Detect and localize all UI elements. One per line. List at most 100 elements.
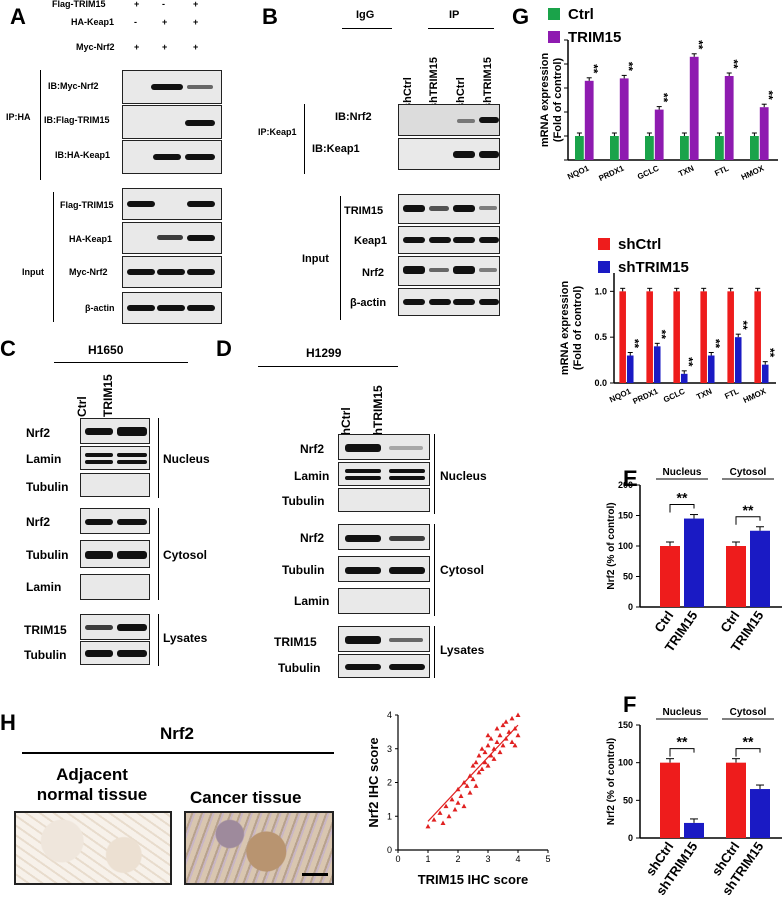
scatter-point [479,766,485,771]
blot-label: IB:Myc-Nrf2 [48,81,99,91]
scatter-point [467,790,473,795]
y-axis-label: Nrf2 IHC score [366,737,381,827]
blot-tubulin-nucleus [80,473,150,497]
condition-label: Myc-Nrf2 [76,42,115,52]
x-tick-label: 2 [455,854,460,864]
blot-label: Tubulin [26,480,69,494]
scatter-point [509,739,515,744]
bar [750,136,759,160]
blot-tubulin-cytosol [338,556,430,582]
blot-label: Keap1 [354,235,388,247]
blot-tubulin-lysates [80,641,150,665]
y-axis-label: (Fold of control) [572,286,584,371]
blot-nrf2-nucleus [338,434,430,460]
blot-label: HA-Keap1 [69,234,113,244]
significance-label: ** [628,339,642,349]
bar [759,107,769,160]
bar [680,373,688,383]
fit-line [427,724,519,822]
blot-label: IB:Flag-TRIM15 [44,115,110,125]
x-tick-label: TXN [677,164,696,179]
bar [584,80,594,160]
image-normal-tissue [14,811,172,885]
fraction-label: Lysates [440,643,485,657]
significance-label: ** [657,93,671,103]
scatter-point [500,722,506,728]
x-tick-label: HMOX [740,163,766,182]
blot-flag-trim15-ip [122,105,222,139]
bar [575,136,584,160]
blot-myc-nrf2-input [122,256,222,288]
blot-lamin-nucleus [80,446,150,470]
scatter-point [509,715,515,721]
y-tick-label: 0 [628,833,633,843]
bar [619,291,626,383]
cell-line-label: H1650 [88,343,124,357]
image-cancer-tissue [184,811,334,885]
scatter-point [482,759,488,765]
bar [700,291,707,383]
panel-label-b: B [262,4,278,29]
scatter-point [488,736,494,741]
blot-label: Lamin [294,594,330,608]
legend-swatch [548,8,560,20]
bar [754,291,761,383]
bar [726,762,746,838]
scatter-point [497,732,503,738]
blot-label: Nrf2 [26,426,51,440]
bar [750,530,770,607]
legend-label: shCtrl [618,236,661,253]
y-tick-label: 2 [387,778,392,788]
significance-label: ** [677,734,688,750]
x-tick-label: 5 [545,854,550,864]
scatter-point [431,817,437,822]
y-axis-label: Nrf2 (% of control) [606,502,617,589]
ip-group-label: IP:HA [6,112,31,122]
blot-label: Tubulin [282,494,325,508]
scatter-point [473,759,479,765]
blot-lamin-cytosol [80,574,150,600]
panel-label-a: A [10,4,26,29]
scatter-point [440,820,446,825]
blot-tubulin-nucleus [338,488,430,512]
bar [645,136,654,160]
scatter-point [515,712,521,717]
bar [660,546,680,607]
scatter-point [485,742,491,748]
bar [680,136,689,160]
y-tick-label: 200 [618,480,633,490]
scatter-point [452,807,458,812]
blot-flag-trim15-input [122,188,222,220]
significance-bracket [669,504,695,513]
blot-label: TRIM15 [274,635,317,649]
significance-label: ** [677,490,688,506]
legend-label: shTRIM15 [618,259,689,276]
significance-label: ** [709,339,723,349]
blot-myc-nrf2-ip [122,70,222,104]
significance-label: ** [743,734,754,750]
scatter-point [476,769,482,775]
x-tick-label: FTL [723,387,740,401]
mark: + [134,0,140,9]
bar [654,109,664,160]
scatter-point [476,753,482,758]
y-tick-label: 100 [618,758,633,768]
scatter-point [425,823,431,829]
x-tick-label: GCLC [662,387,687,405]
blot-actin-input [122,292,222,324]
group-label: Cytosol [730,707,767,718]
y-tick-label: 4 [387,710,392,720]
legend-swatch [548,31,560,43]
y-tick-label: 1 [387,811,392,821]
significance-label: ** [743,502,754,518]
mark: + [193,42,199,52]
fraction-label: Nucleus [440,469,487,483]
scatter-point [482,749,488,755]
bar [707,355,715,383]
scatter-point [494,726,500,731]
fraction-label: Lysates [163,631,208,645]
bar [626,355,634,383]
blot-label: Nrf2 [300,442,325,456]
mark: + [162,42,168,52]
blot-label: Nrf2 [26,515,51,529]
